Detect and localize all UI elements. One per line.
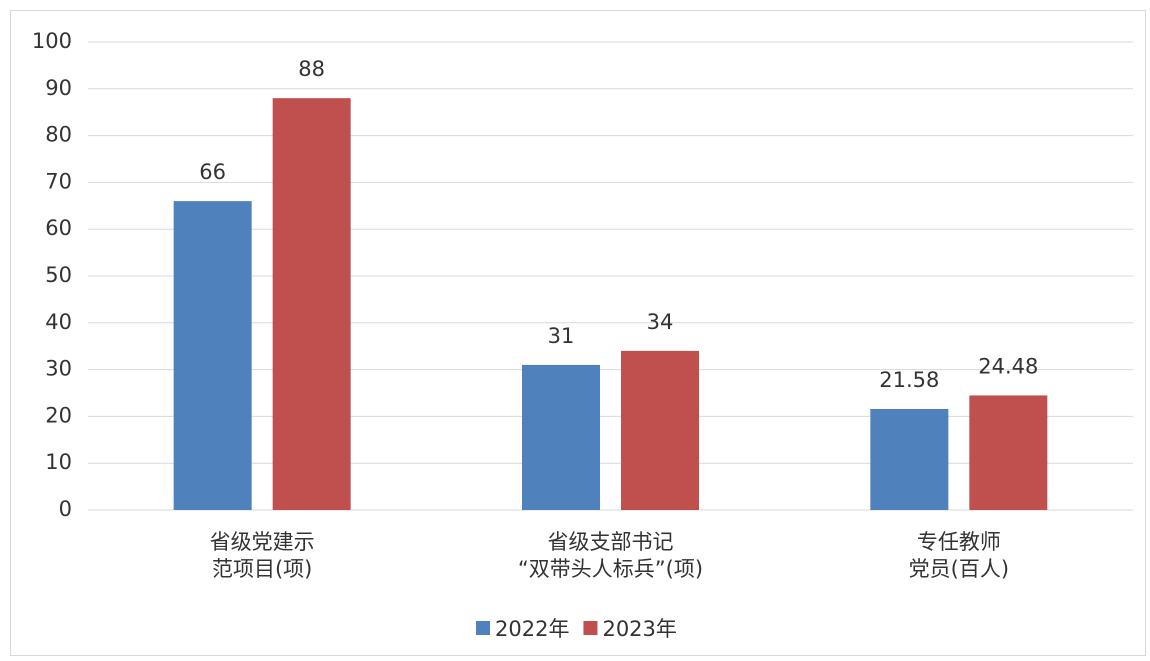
y-tick-label: 80 xyxy=(45,123,72,147)
legend-label: 2022年 xyxy=(495,617,569,641)
x-tick-label: 省级支部书记 xyxy=(548,530,674,554)
chart-border xyxy=(10,10,1146,656)
x-tick-label: 党员(百人) xyxy=(909,557,1009,581)
data-label: 34 xyxy=(647,310,674,334)
y-tick-label: 40 xyxy=(45,310,72,334)
x-tick-label: 专任教师 xyxy=(917,530,1001,554)
y-tick-label: 30 xyxy=(45,357,72,381)
x-tick-label: 范项目(项) xyxy=(212,557,312,581)
x-tick-label: 省级党建示 xyxy=(210,530,315,554)
bar xyxy=(969,395,1048,510)
y-tick-label: 20 xyxy=(45,403,72,427)
bar xyxy=(522,364,600,510)
data-label: 24.48 xyxy=(978,354,1038,378)
bar xyxy=(870,409,949,510)
y-tick-label: 70 xyxy=(45,169,72,193)
data-label: 88 xyxy=(298,57,325,81)
y-tick-label: 10 xyxy=(45,450,72,474)
bar xyxy=(272,98,351,510)
legend-swatch xyxy=(476,621,490,635)
data-label: 21.58 xyxy=(879,368,939,392)
data-label: 31 xyxy=(548,324,575,348)
bar xyxy=(621,350,699,510)
y-tick-label: 60 xyxy=(45,216,72,240)
x-tick-label: “双带头人标兵”(项) xyxy=(518,557,703,581)
legend-swatch xyxy=(583,621,598,635)
bar xyxy=(173,201,252,510)
data-label: 66 xyxy=(199,160,226,184)
y-tick-label: 0 xyxy=(59,497,72,521)
y-tick-label: 50 xyxy=(45,263,72,287)
y-tick-label: 90 xyxy=(45,76,72,100)
y-tick-label: 100 xyxy=(32,29,72,53)
legend-label: 2023年 xyxy=(602,617,676,641)
